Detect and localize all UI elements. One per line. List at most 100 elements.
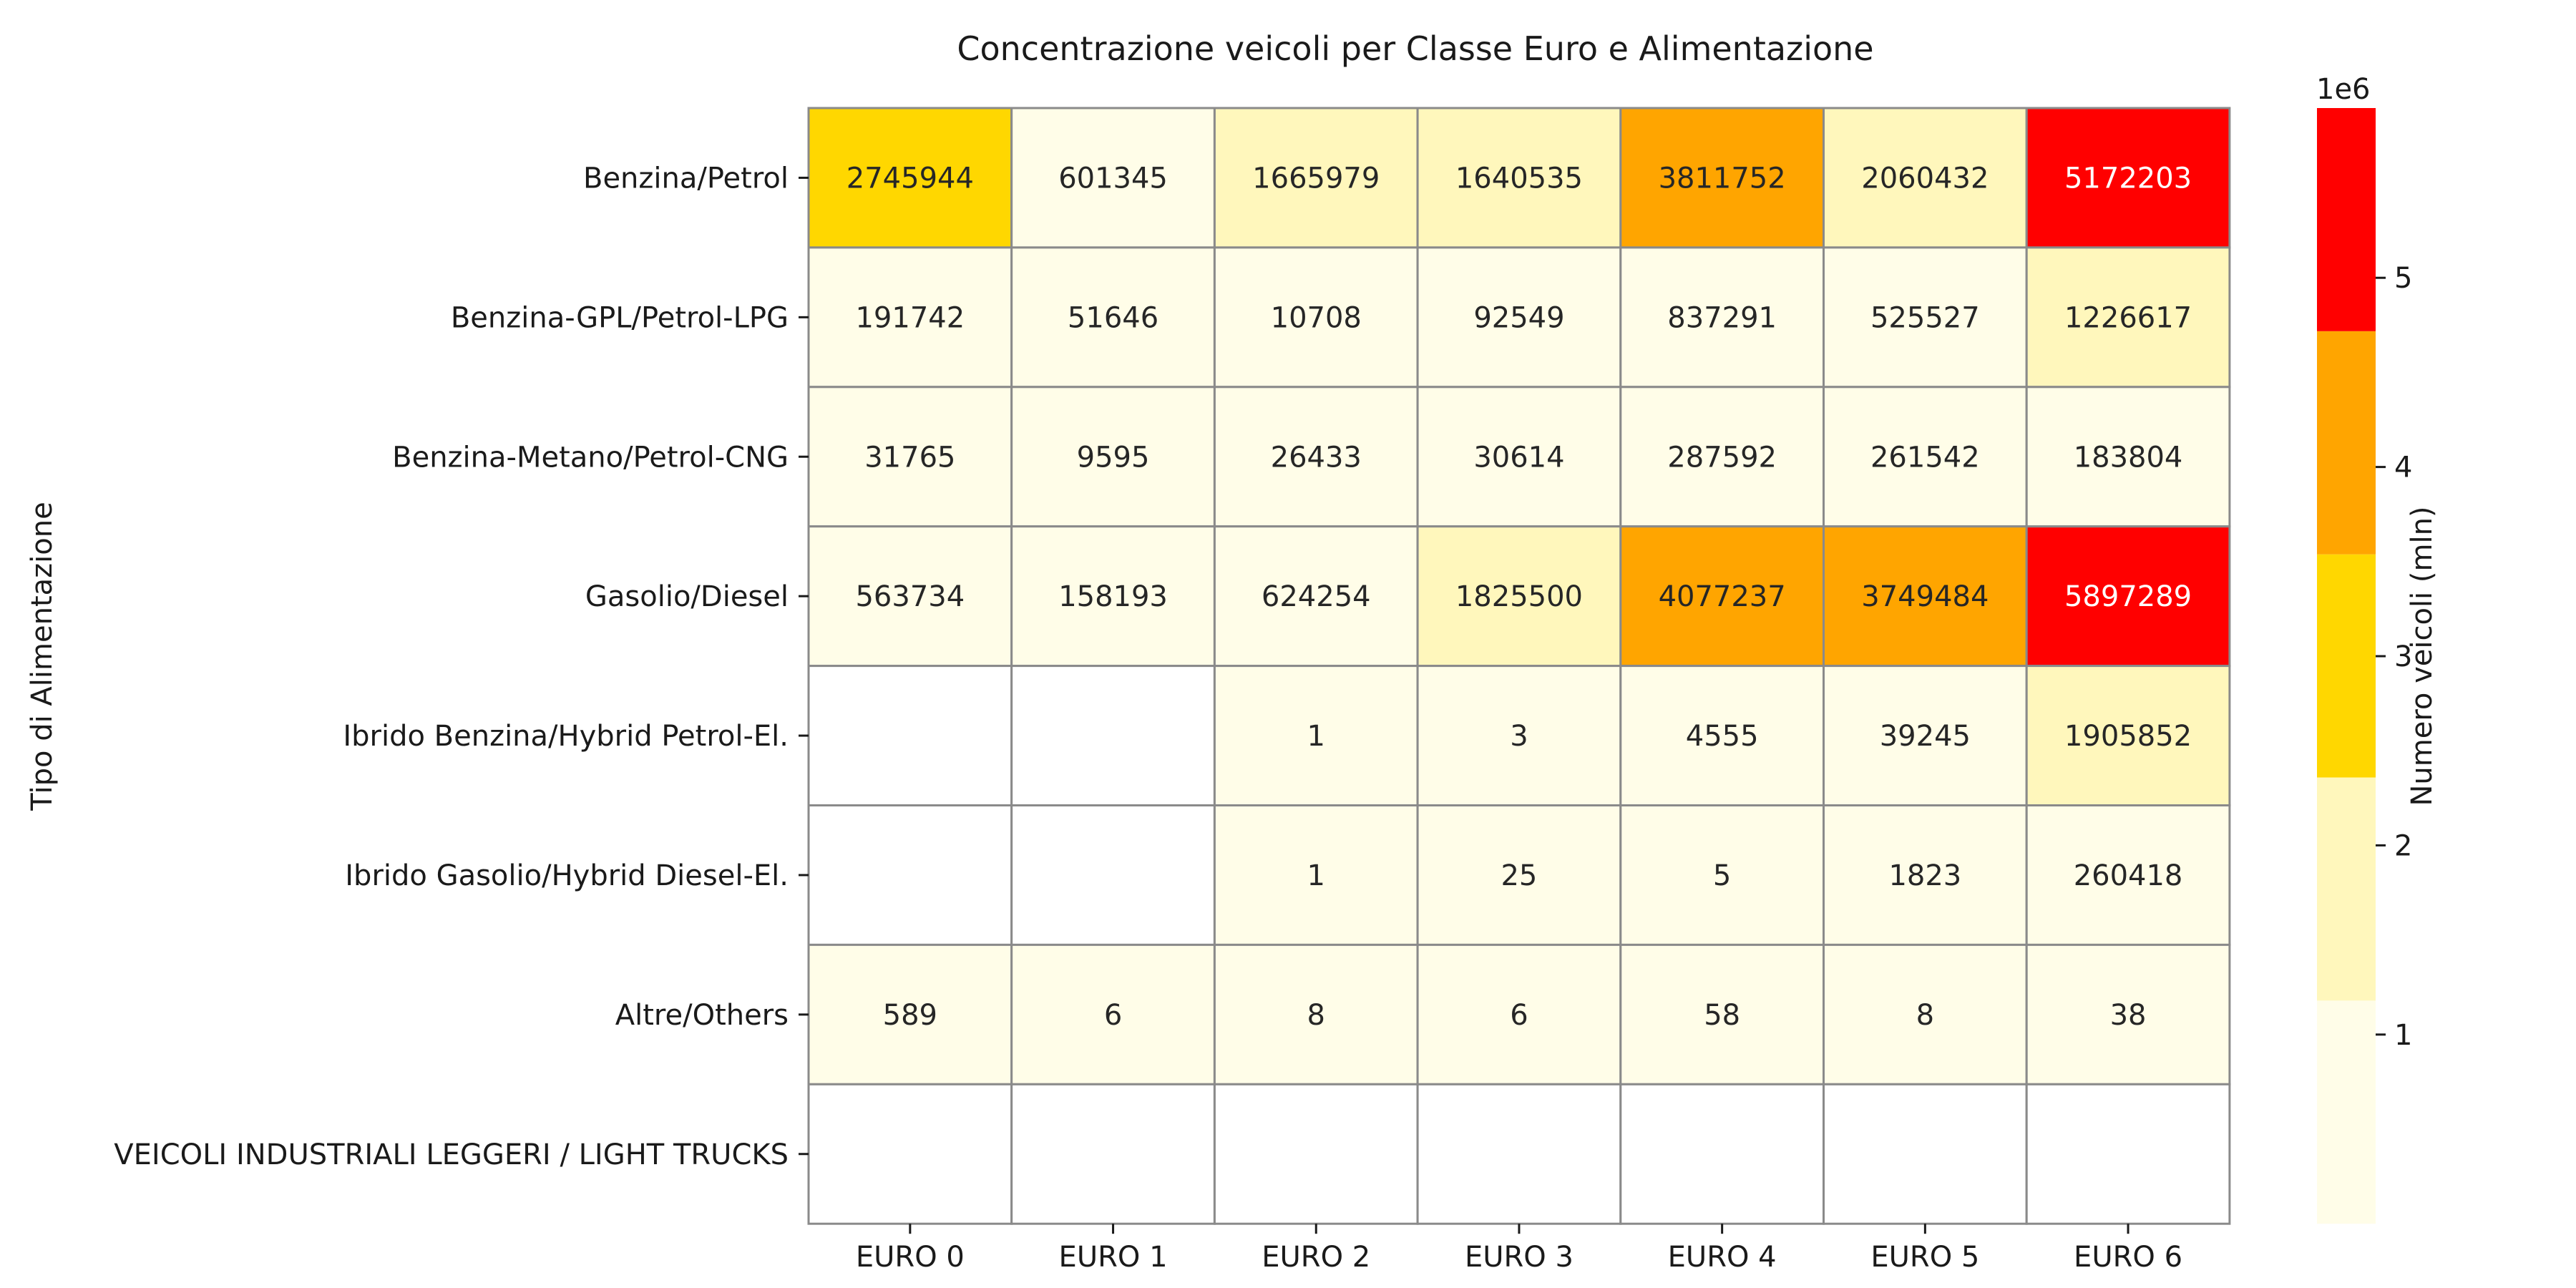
cell-value-label: 1226617 (2064, 301, 2192, 334)
y-tick-label: Altre/Others (615, 999, 789, 1032)
heatmap-cell (1213, 1083, 1419, 1225)
y-tick-label: Benzina/Petrol (583, 162, 789, 195)
x-tick-label: EURO 6 (2074, 1241, 2182, 1274)
y-tick-label: Ibrido Benzina/Hybrid Petrol-El. (343, 720, 789, 753)
cell-value-label: 1665979 (1252, 162, 1380, 195)
cell-value-label: 260418 (2074, 859, 2183, 892)
heatmap-cell (1416, 1083, 1622, 1225)
y-tick-label: Ibrido Gasolio/Hybrid Diesel-El. (345, 859, 789, 892)
cell-value-label: 1640535 (1455, 162, 1583, 195)
y-tick-label: Benzina-Metano/Petrol-CNG (392, 441, 789, 474)
heatmap-cell (807, 107, 1013, 249)
colorbar-tick-label: 3 (2394, 640, 2412, 673)
heatmap-cell (1823, 1083, 2028, 1225)
colorbar-tick-label: 4 (2394, 452, 2412, 484)
x-tick-label: EURO 0 (856, 1241, 965, 1274)
chart-title: Concentrazione veicoli per Classe Euro e… (957, 29, 1873, 68)
x-tick-label: EURO 1 (1059, 1241, 1168, 1274)
cell-value-label: 3749484 (1861, 580, 1989, 613)
cell-value-label: 183804 (2074, 441, 2183, 474)
cell-value-label: 26433 (1271, 441, 1362, 474)
heatmap-cell (1619, 665, 1825, 806)
cell-value-label: 4555 (1686, 720, 1759, 753)
heatmap-cell (2025, 246, 2231, 389)
heatmap-cell (1416, 525, 1622, 668)
heatmap-cell (1823, 246, 2028, 389)
heatmap-cell (1416, 107, 1622, 249)
heatmap-cell (1619, 386, 1825, 528)
heatmap-cell (1010, 943, 1216, 1085)
cell-value-label: 287592 (1667, 441, 1777, 474)
cell-value-label: 525527 (1870, 301, 1980, 334)
heatmap-cell (1823, 386, 2028, 528)
heatmap-cell (807, 665, 1013, 806)
heatmap-cell (1010, 1083, 1216, 1225)
colorbar-tick-label: 5 (2394, 262, 2412, 295)
cell-value-label: 261542 (1870, 441, 1980, 474)
cell-value-label: 6 (1104, 999, 1122, 1032)
cell-value-label: 5 (1713, 859, 1731, 892)
cell-value-label: 1825500 (1455, 580, 1583, 613)
heatmap-cell (1213, 246, 1419, 389)
cell-value-label: 3 (1510, 720, 1528, 753)
colorbar-band (2317, 777, 2376, 1001)
heatmap-cell (807, 525, 1013, 668)
y-tick-label: Gasolio/Diesel (585, 580, 789, 613)
heatmap-cell (807, 804, 1013, 946)
cell-value-label: 5172203 (2064, 162, 2192, 195)
heatmap-cell (2025, 665, 2231, 806)
heatmap-cell (1010, 525, 1216, 668)
heatmap-cell (1213, 107, 1419, 249)
heatmap-cell (1823, 525, 2028, 668)
x-tick-label: EURO 5 (1870, 1241, 1979, 1274)
heatmap-cell (2025, 525, 2231, 668)
colorbar-band (2317, 331, 2376, 555)
heatmap-cell (1010, 107, 1216, 249)
cell-value-label: 8 (1916, 999, 1934, 1032)
heatmap-cell (1213, 386, 1419, 528)
heatmap-cell (807, 943, 1013, 1085)
heatmap-cell (807, 1083, 1013, 1225)
heatmap-cell (2025, 943, 2231, 1085)
heatmap-cell (2025, 1083, 2231, 1225)
cell-value-label: 563734 (855, 580, 965, 613)
heatmap-cell (1619, 804, 1825, 946)
cell-value-label: 624254 (1262, 580, 1371, 613)
cell-value-label: 1823 (1888, 859, 1961, 892)
colorbar-band (2317, 108, 2376, 331)
cell-value-label: 39245 (1880, 720, 1971, 753)
cell-value-label: 6 (1510, 999, 1528, 1032)
heatmap-cell (1416, 804, 1622, 946)
cell-value-label: 589 (883, 999, 937, 1032)
cell-value-label: 2060432 (1861, 162, 1989, 195)
colorbar: 1 2 3 4 5 (2317, 108, 2412, 1224)
colorbar-label: Numero veicoli (mln) (2406, 506, 2439, 806)
cell-value-label: 1 (1307, 859, 1325, 892)
cell-value-label: 601345 (1058, 162, 1168, 195)
y-tick-label: Benzina-GPL/Petrol-LPG (451, 301, 789, 334)
heatmap-cell (1416, 386, 1622, 528)
heatmap-cell (1823, 804, 2028, 946)
cell-value-label: 3811752 (1659, 162, 1786, 195)
cell-value-label: 191742 (855, 301, 965, 334)
cell-value-label: 158193 (1058, 580, 1168, 613)
cell-value-label: 31765 (864, 441, 955, 474)
cell-value-label: 30614 (1473, 441, 1564, 474)
cell-value-label: 8 (1307, 999, 1325, 1032)
cell-value-label: 10708 (1271, 301, 1362, 334)
x-tick-label: EURO 2 (1262, 1241, 1370, 1274)
cell-value-label: 38 (2110, 999, 2147, 1032)
heatmap-cell (1619, 943, 1825, 1085)
cell-value-label: 1905852 (2064, 720, 2192, 753)
heatmap-cell (2025, 804, 2231, 946)
cell-value-label: 4077237 (1659, 580, 1786, 613)
y-axis-label: Tipo di Alimentazione (26, 502, 59, 811)
cell-value-label: 5897289 (2064, 580, 2192, 613)
heatmap-cell (1416, 943, 1622, 1085)
colorbar-band (2317, 554, 2376, 778)
heatmap-cell (1213, 665, 1419, 806)
colorbar-tick-label: 2 (2394, 829, 2412, 862)
y-tick-label: VEICOLI INDUSTRIALI LEGGERI / LIGHT TRUC… (114, 1138, 789, 1171)
heatmap-cell (1010, 804, 1216, 946)
